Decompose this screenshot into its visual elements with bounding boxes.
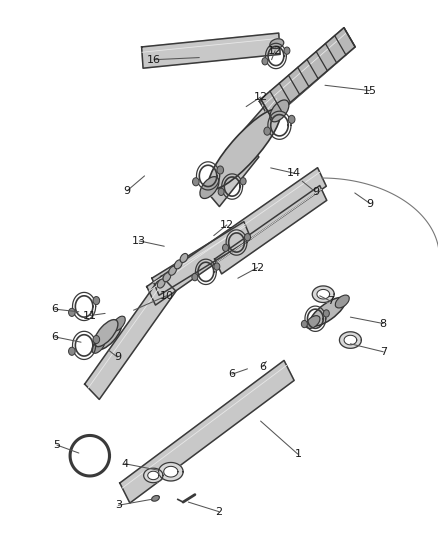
Text: 6: 6: [51, 304, 58, 314]
Ellipse shape: [152, 496, 159, 501]
Text: 12: 12: [220, 220, 234, 230]
Circle shape: [323, 310, 329, 317]
Ellipse shape: [335, 295, 349, 308]
Text: 7: 7: [380, 347, 387, 357]
Circle shape: [218, 188, 224, 196]
Circle shape: [214, 263, 220, 270]
Text: 6: 6: [259, 362, 266, 372]
Polygon shape: [317, 289, 329, 299]
Text: 16: 16: [147, 55, 161, 64]
Circle shape: [264, 127, 271, 135]
Circle shape: [69, 308, 75, 317]
Text: 12: 12: [251, 263, 265, 272]
Text: 8: 8: [380, 319, 387, 328]
Polygon shape: [226, 95, 285, 164]
Ellipse shape: [208, 109, 280, 189]
Text: 6: 6: [51, 332, 58, 342]
Polygon shape: [148, 471, 159, 480]
Circle shape: [193, 177, 199, 186]
Text: 13: 13: [132, 236, 146, 246]
Polygon shape: [152, 222, 251, 295]
Ellipse shape: [157, 279, 165, 288]
Circle shape: [244, 233, 251, 241]
Ellipse shape: [180, 254, 188, 262]
Text: 11: 11: [83, 311, 97, 320]
Text: 1: 1: [294, 449, 301, 459]
Text: 3: 3: [115, 500, 122, 510]
Polygon shape: [164, 466, 178, 477]
Text: 15: 15: [363, 86, 377, 95]
Text: 10: 10: [159, 291, 173, 301]
Ellipse shape: [95, 320, 122, 350]
Text: 9: 9: [367, 199, 374, 208]
Ellipse shape: [270, 100, 289, 122]
Ellipse shape: [163, 273, 171, 281]
Polygon shape: [144, 468, 163, 483]
Polygon shape: [339, 332, 361, 348]
Text: 9: 9: [114, 352, 121, 362]
Ellipse shape: [113, 316, 125, 331]
Polygon shape: [85, 276, 176, 399]
Text: 5: 5: [53, 440, 60, 450]
Circle shape: [93, 335, 99, 344]
Polygon shape: [215, 185, 327, 274]
Circle shape: [217, 166, 223, 174]
Text: 4: 4: [121, 459, 128, 469]
Circle shape: [284, 47, 290, 54]
Text: 9: 9: [312, 187, 319, 197]
Text: 9: 9: [124, 186, 131, 196]
Circle shape: [93, 296, 99, 305]
Polygon shape: [261, 28, 355, 118]
Ellipse shape: [94, 320, 118, 346]
Circle shape: [301, 320, 307, 328]
Circle shape: [69, 347, 75, 356]
Ellipse shape: [200, 176, 219, 198]
Text: 12: 12: [268, 46, 282, 55]
Polygon shape: [120, 360, 294, 503]
Circle shape: [240, 177, 246, 185]
Circle shape: [288, 115, 295, 124]
Ellipse shape: [270, 39, 284, 49]
Circle shape: [262, 58, 268, 65]
Polygon shape: [208, 143, 259, 207]
Circle shape: [223, 244, 229, 252]
Text: 2: 2: [215, 507, 223, 516]
Ellipse shape: [310, 297, 346, 326]
Text: 14: 14: [287, 168, 301, 178]
Ellipse shape: [92, 338, 105, 353]
Text: 6: 6: [229, 369, 236, 379]
Polygon shape: [159, 463, 183, 481]
Polygon shape: [141, 33, 280, 68]
Text: 7: 7: [327, 296, 334, 306]
Polygon shape: [344, 335, 357, 345]
Polygon shape: [312, 286, 334, 302]
Ellipse shape: [306, 316, 320, 328]
Text: 12: 12: [254, 92, 268, 102]
Circle shape: [192, 273, 198, 281]
Ellipse shape: [174, 260, 182, 269]
Ellipse shape: [169, 266, 177, 275]
Polygon shape: [259, 28, 355, 120]
Polygon shape: [147, 168, 326, 305]
